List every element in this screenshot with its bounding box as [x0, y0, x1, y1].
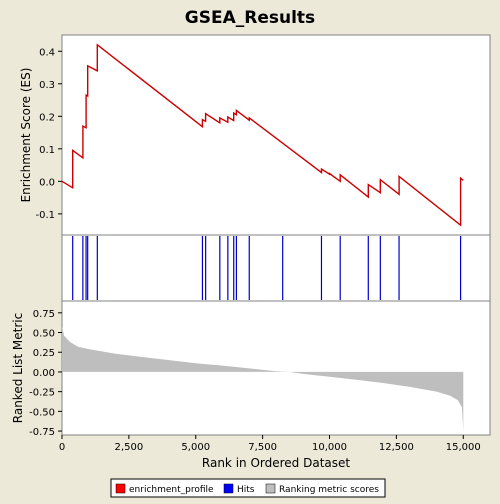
legend-label-enrichment-profile: enrichment_profile	[129, 485, 214, 495]
x-axis-label: Rank in Ordered Dataset	[202, 456, 350, 470]
legend-label-hits: Hits	[237, 485, 255, 495]
ranking-metric-area	[62, 326, 464, 432]
x-tick-label: 5,000	[181, 442, 210, 453]
metric-y-tick-label: 0.25	[33, 348, 55, 359]
legend-swatch-enrichment-profile	[115, 483, 126, 494]
chart-title: GSEA_Results	[185, 8, 315, 28]
metric-y-tick-label: -0.75	[29, 427, 55, 438]
es-y-tick-label: 0.2	[39, 112, 55, 123]
legend-box	[110, 478, 386, 498]
legend-label-ranking-metric: Ranking metric scores	[279, 485, 379, 495]
x-tick-label: 7,500	[248, 442, 277, 453]
x-axis: 0 2,500 5,000 7,500 10,000 12,500 15,000	[59, 435, 481, 453]
metric-y-tick-label: -0.50	[29, 407, 55, 418]
es-y-tick-label: 0.0	[39, 177, 55, 188]
es-panel: -0.1 0.0 0.1 0.2 0.3 0.4	[35, 43, 464, 227]
es-y-tick-label: 0.3	[39, 80, 55, 91]
x-tick-label: 12,500	[379, 442, 414, 453]
metric-y-axis-label: Ranked List Metric	[11, 313, 25, 423]
enrichment-profile-line	[61, 43, 464, 227]
es-y-tick-label: 0.1	[39, 145, 55, 156]
hits-panel	[72, 236, 462, 300]
es-panel-frame	[61, 34, 491, 236]
legend-swatch-ranking-metric	[265, 483, 276, 494]
legend: enrichment_profile Hits Ranking metric s…	[110, 478, 386, 498]
metric-y-tick-label: 0.00	[33, 368, 55, 379]
x-tick-label: 2,500	[115, 442, 144, 453]
x-tick-label: 0	[59, 442, 65, 453]
metric-y-tick-label: -0.25	[29, 388, 55, 399]
metric-panel: -0.75 -0.50 -0.25 0.00 0.25 0.50 0.75	[29, 309, 464, 438]
es-y-tick-label: -0.1	[35, 210, 55, 221]
es-y-axis-label: Enrichment Score (ES)	[19, 68, 33, 203]
metric-y-tick-label: 0.50	[33, 329, 55, 340]
metric-y-tick-label: 0.75	[33, 309, 55, 320]
hits-panel-frame	[61, 234, 491, 302]
legend-swatch-hits	[223, 483, 234, 494]
es-y-tick-label: 0.4	[39, 47, 55, 58]
x-tick-label: 10,000	[312, 442, 347, 453]
x-tick-label: 15,000	[446, 442, 481, 453]
